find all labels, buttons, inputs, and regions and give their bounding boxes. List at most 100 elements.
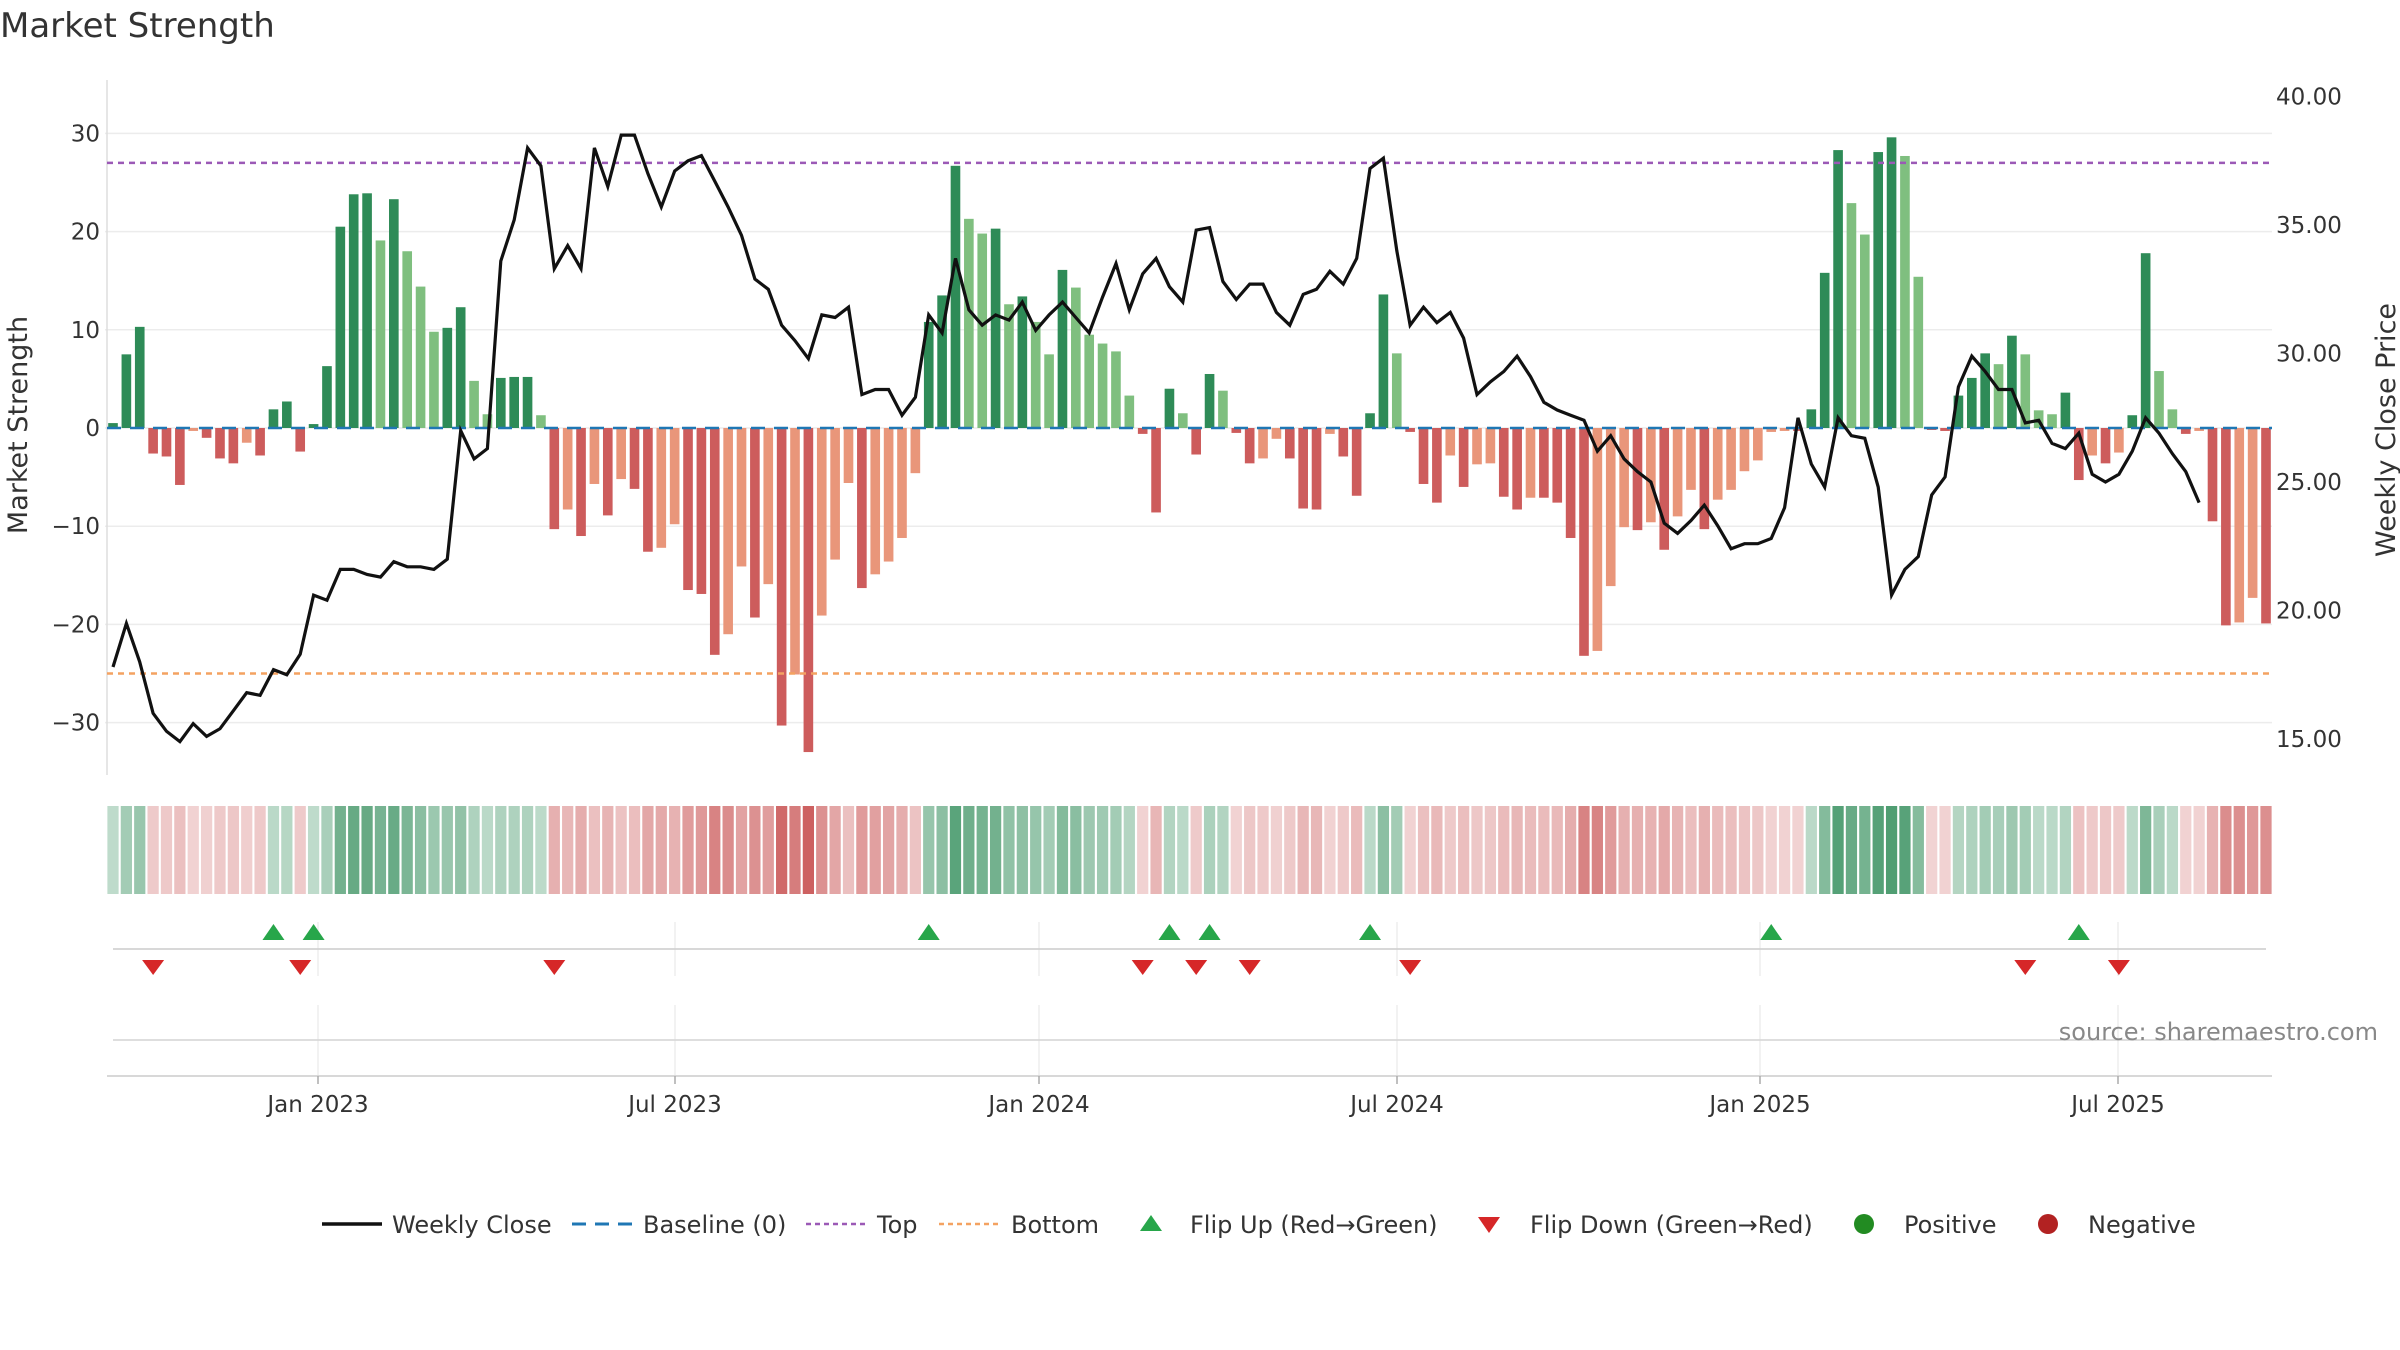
right-tick-label: 35.00 <box>2276 213 2342 239</box>
flip-panel <box>113 922 2266 976</box>
strength-bar <box>602 428 613 516</box>
legend-flip-up: Flip Up (Red→Green) <box>1140 1211 1438 1239</box>
strength-bar <box>429 331 439 428</box>
heat-cell <box>334 806 346 894</box>
heat-cell <box>1725 806 1737 894</box>
strength-bar <box>1137 428 1148 434</box>
strength-bar <box>1004 304 1014 428</box>
strength-bar <box>255 428 265 456</box>
right-tick-label: 20.00 <box>2276 599 2342 625</box>
heat-cell <box>1752 806 1764 894</box>
strength-bar <box>121 354 132 428</box>
legend-label: Flip Up (Red→Green) <box>1190 1211 1438 1239</box>
right-axis-label: Weekly Close Price <box>2371 303 2400 557</box>
heat-cell <box>160 806 173 894</box>
heat-cell <box>1631 806 1644 894</box>
strength-bar <box>482 414 493 428</box>
heat-cell <box>1819 806 1831 894</box>
heat-cell <box>1096 806 1109 894</box>
heat-cell <box>896 806 908 894</box>
strength-bar <box>495 377 506 428</box>
strength-bar <box>2073 428 2084 481</box>
strength-bar <box>1271 428 1282 439</box>
heat-cell <box>1578 806 1590 894</box>
legend-label: Bottom <box>1011 1211 1099 1239</box>
legend-weekly-close: Weekly Close <box>322 1211 552 1239</box>
heat-cell <box>388 806 400 894</box>
heat-cell <box>1992 806 2005 894</box>
strength-bar <box>589 428 600 484</box>
left-tick-label: 0 <box>85 416 100 442</box>
heat-cell <box>1351 806 1363 894</box>
strength-bar <box>402 251 413 428</box>
strength-bar <box>1498 428 1509 497</box>
heat-cell <box>1966 806 1978 894</box>
heat-cell <box>1377 806 1390 894</box>
heat-cell <box>1832 806 1844 894</box>
strength-bar <box>188 428 199 431</box>
strength-bar <box>2140 253 2151 428</box>
heat-cell <box>1912 806 1924 894</box>
strength-bar <box>937 295 947 428</box>
heat-cell <box>361 806 373 894</box>
strength-bar <box>1686 428 1696 490</box>
strength-bar <box>1953 395 1964 428</box>
strength-bar <box>1539 428 1549 498</box>
strength-bar <box>1071 287 1081 428</box>
heat-cell <box>976 806 988 894</box>
strength-bar <box>1646 428 1656 523</box>
heat-cell <box>241 806 253 894</box>
strength-bar <box>1458 428 1469 487</box>
flip-down-marker <box>289 960 312 975</box>
heat-cell <box>1083 806 1095 894</box>
strength-bar <box>1966 377 1977 428</box>
heat-cell <box>1431 806 1443 894</box>
strength-bar <box>1552 428 1563 503</box>
heat-cell <box>200 806 213 894</box>
strength-bar <box>1204 373 1215 428</box>
strength-bar <box>790 428 800 675</box>
strength-bar <box>2007 335 2017 428</box>
strength-bar <box>375 240 386 428</box>
strength-bar <box>616 428 626 480</box>
heat-strip <box>107 806 2272 894</box>
strength-bar <box>1338 428 1349 457</box>
right-tick-label: 25.00 <box>2276 470 2342 496</box>
heat-cell <box>1056 806 1069 894</box>
heat-cell <box>348 806 360 894</box>
strength-bar <box>1378 294 1389 428</box>
strength-bar <box>857 428 867 589</box>
heat-cell <box>2260 806 2272 894</box>
heat-cell <box>655 806 667 894</box>
strength-bar <box>1672 428 1683 517</box>
strength-bar <box>1753 428 1763 461</box>
strength-bar <box>883 428 894 562</box>
strength-bar <box>1284 428 1295 459</box>
strength-bar <box>1097 343 1108 428</box>
heat-cell <box>1979 806 1991 894</box>
heat-cell <box>1203 806 1216 894</box>
heat-cell <box>1043 806 1055 894</box>
strength-bar <box>2020 354 2031 428</box>
strength-bar <box>1111 351 1121 428</box>
heat-cell <box>1685 806 1697 894</box>
heat-cell <box>401 806 413 894</box>
circle-icon <box>1854 1214 1874 1234</box>
strength-bar <box>923 321 934 428</box>
strength-bar <box>1565 428 1576 538</box>
strength-bar <box>1057 269 1068 428</box>
heat-cell <box>1177 806 1189 894</box>
flip-up-marker <box>1359 924 1382 940</box>
strength-bar <box>1980 353 1990 428</box>
x-tick-label: Jul 2024 <box>1348 1092 1444 1118</box>
left-axis-label: Market Strength <box>3 316 34 534</box>
heat-cell <box>789 806 801 894</box>
strength-bar <box>1472 428 1482 465</box>
strength-bar <box>2167 409 2178 428</box>
strength-bar <box>950 165 961 428</box>
heat-cell <box>1030 806 1042 894</box>
strength-bar <box>348 194 359 428</box>
source-label: source: sharemaestro.com <box>2059 1018 2378 1046</box>
heat-cell <box>816 806 828 894</box>
strength-bar <box>2261 428 2271 624</box>
